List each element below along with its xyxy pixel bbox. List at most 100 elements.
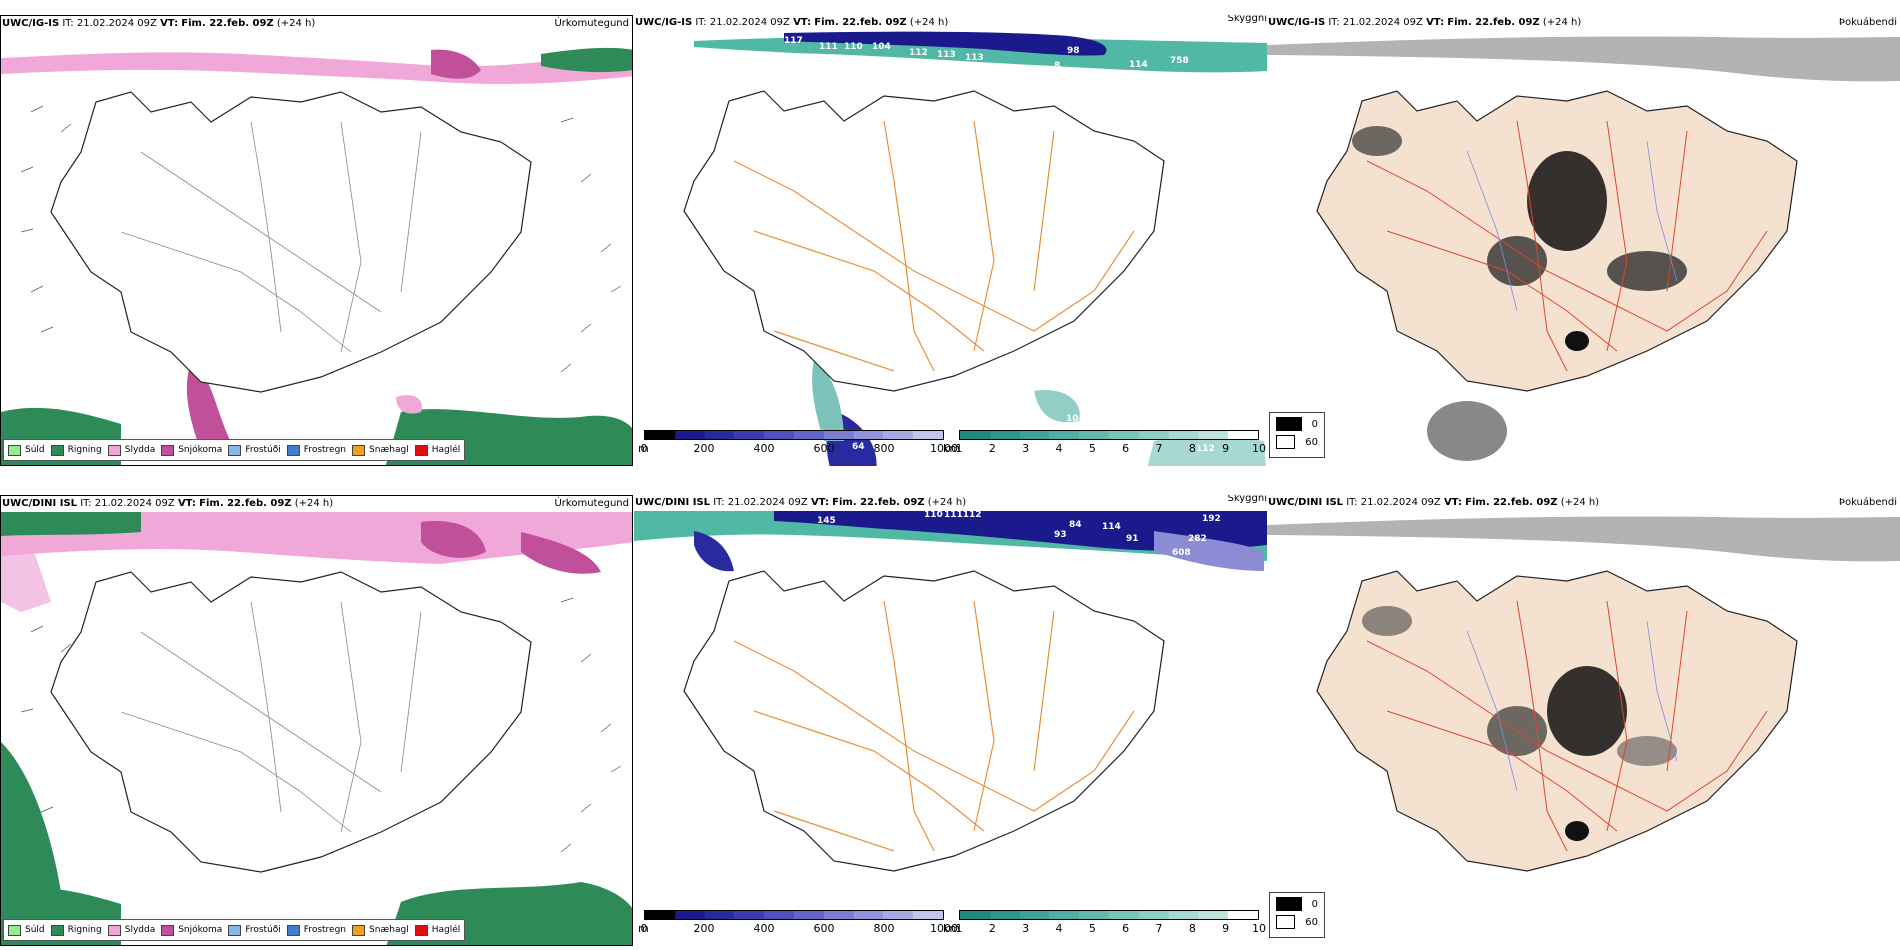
row1-vis-panel: UWC/IG-IS IT: 21.02.2024 09Z VT: Fim. 22… — [634, 15, 1267, 466]
scale-cell — [645, 911, 675, 919]
scale-tick-label: 10 — [1252, 922, 1266, 935]
scale-cell — [674, 911, 705, 919]
row1-precip-title: Úrkomutegund — [554, 18, 629, 29]
svg-text:111: 111 — [819, 42, 838, 52]
row2-precip-panel: UWC/DINI ISL IT: 21.02.2024 09Z VT: Fim.… — [0, 495, 633, 946]
scale-cell — [1198, 431, 1229, 439]
row2-cloud-map — [1267, 516, 1900, 872]
cloud-legend-row2: 0 60 — [1269, 892, 1325, 938]
scale-cell — [734, 431, 765, 439]
scale-tick-label: 600 — [813, 922, 835, 935]
scale-tick-label: 4 — [1055, 442, 1063, 455]
scale-cell — [1168, 431, 1199, 439]
legend-item-rigning: Rigning — [50, 924, 102, 936]
scale-cell — [853, 431, 884, 439]
cloud-legend-item-0: 0 — [1276, 417, 1318, 431]
scale-cell — [764, 911, 794, 919]
scale-tick-label: 7 — [1155, 442, 1163, 455]
row1-cloud-title: Þokuábendi — [1838, 17, 1897, 28]
legend-item-haglel: Haglél — [414, 444, 460, 456]
vis-scale-km-row1: 1 2 3 4 5 6 7 8 9 10 km — [943, 430, 1266, 460]
legend-item-frostudi: Frostúði — [228, 924, 281, 936]
svg-text:282: 282 — [1188, 534, 1207, 544]
scale-cell — [1079, 911, 1109, 919]
scale-cell — [1198, 911, 1229, 919]
row2-vis-header: UWC/DINI ISL IT: 21.02.2024 09Z VT: Fim.… — [635, 497, 967, 508]
row1-precip-map — [1, 47, 632, 465]
scale-tick-label: 200 — [693, 922, 715, 935]
vis-scale-km-row2: 1 2 3 4 5 6 7 8 9 10 km — [943, 910, 1267, 940]
cloud-legend-row1: 0 60 — [1269, 412, 1325, 458]
scale-cell — [645, 431, 675, 439]
legend-item-snjokoma: Snjókoma — [161, 924, 222, 936]
svg-text:8: 8 — [1054, 61, 1060, 71]
svg-text:117: 117 — [784, 36, 803, 46]
scale-cell — [764, 431, 794, 439]
scale-tick-label: 2 — [988, 442, 996, 455]
svg-text:114: 114 — [1102, 522, 1121, 532]
scale-tick-label: 8 — [1188, 922, 1196, 935]
svg-text:145: 145 — [817, 516, 836, 526]
scale-tick-label: 0 — [640, 442, 648, 455]
row2-precip-header: UWC/DINI ISL IT: 21.02.2024 09Z VT: Fim.… — [2, 498, 334, 509]
svg-text:112: 112 — [909, 48, 928, 58]
scale-tick-label: 1000 — [930, 442, 958, 455]
legend-item-sudd: Súld — [8, 444, 45, 456]
scale-tick-label: 400 — [753, 922, 775, 935]
vis-scale-m-cells — [644, 430, 944, 440]
legend-item-frostregn: Frostregn — [286, 924, 346, 936]
row1-cloud-panel: UWC/IG-IS IT: 21.02.2024 09Z VT: Fim. 22… — [1267, 15, 1900, 466]
scale-cell — [793, 431, 824, 439]
row2-precip-map — [1, 512, 632, 945]
svg-text:75: 75 — [762, 534, 775, 544]
scale-tick-label: 800 — [873, 442, 895, 455]
row1-vis-title: Skyggni — [1227, 15, 1267, 24]
svg-text:113: 113 — [965, 53, 984, 63]
legend-item-haglel: Haglél — [414, 924, 460, 936]
scale-cell — [883, 431, 914, 439]
scale-cell — [1228, 431, 1258, 439]
scale-tick-label: 1 — [955, 922, 963, 935]
row1-vis-map: 117 111 110 104 112 113 113 98 114 758 6… — [683, 31, 1267, 466]
precip-legend-row1: Súld Rigning Slydda Snjókoma Frostúði Fr… — [3, 439, 466, 461]
precip-legend-row2: Súld Rigning Slydda Snjókoma Frostúði Fr… — [3, 919, 466, 941]
scale-tick-label: 4 — [1055, 922, 1063, 935]
scale-tick-label: 1 — [955, 442, 963, 455]
scale-tick-label: 6 — [1122, 442, 1130, 455]
vis-scale-km-ticks: 1 2 3 4 5 6 7 8 9 10 — [955, 922, 1267, 936]
scale-cell — [1138, 431, 1169, 439]
cloud-legend-item-60: 60 — [1276, 915, 1318, 929]
svg-text:98: 98 — [1067, 46, 1080, 56]
scale-tick-label: 7 — [1155, 922, 1163, 935]
scale-cell — [1049, 911, 1080, 919]
row2-vis-title: Skyggni — [1227, 495, 1267, 504]
svg-text:192: 192 — [1202, 514, 1221, 524]
row1-vis-header: UWC/IG-IS IT: 21.02.2024 09Z VT: Fim. 22… — [635, 17, 949, 28]
svg-text:113: 113 — [937, 50, 956, 60]
scale-cell — [1019, 431, 1050, 439]
scale-cell — [704, 431, 735, 439]
scale-tick-label: 400 — [753, 442, 775, 455]
row1-precip-header: UWC/IG-IS IT: 21.02.2024 09Z VT: Fim. 22… — [2, 18, 316, 29]
row2-cloud-title: Þokuábendi — [1838, 497, 1897, 508]
row1-precip-panel: UWC/IG-IS IT: 21.02.2024 09Z VT: Fim. 22… — [0, 15, 633, 466]
svg-text:84: 84 — [1069, 520, 1082, 530]
scale-cell — [960, 911, 990, 919]
svg-text:608: 608 — [1172, 548, 1191, 558]
svg-text:114: 114 — [1129, 60, 1148, 70]
cloud-legend-item-60: 60 — [1276, 435, 1318, 449]
scale-cell — [989, 911, 1020, 919]
svg-text:110: 110 — [924, 511, 943, 520]
row1-cloud-map — [1267, 36, 1900, 461]
scale-tick-label: 6 — [1122, 922, 1130, 935]
scale-cell — [1108, 911, 1139, 919]
scale-cell — [1228, 911, 1258, 919]
svg-text:104: 104 — [872, 42, 891, 52]
scale-tick-label: 3 — [1022, 442, 1030, 455]
legend-item-snjokoma: Snjókoma — [161, 444, 222, 456]
legend-item-snaehagl: Snæhagl — [352, 444, 409, 456]
vis-scale-km-cells — [959, 910, 1259, 920]
scale-cell — [1168, 911, 1199, 919]
vis-scale-m-ticks: 0 200 400 600 800 1000 — [641, 922, 959, 936]
svg-text:64: 64 — [852, 442, 865, 452]
